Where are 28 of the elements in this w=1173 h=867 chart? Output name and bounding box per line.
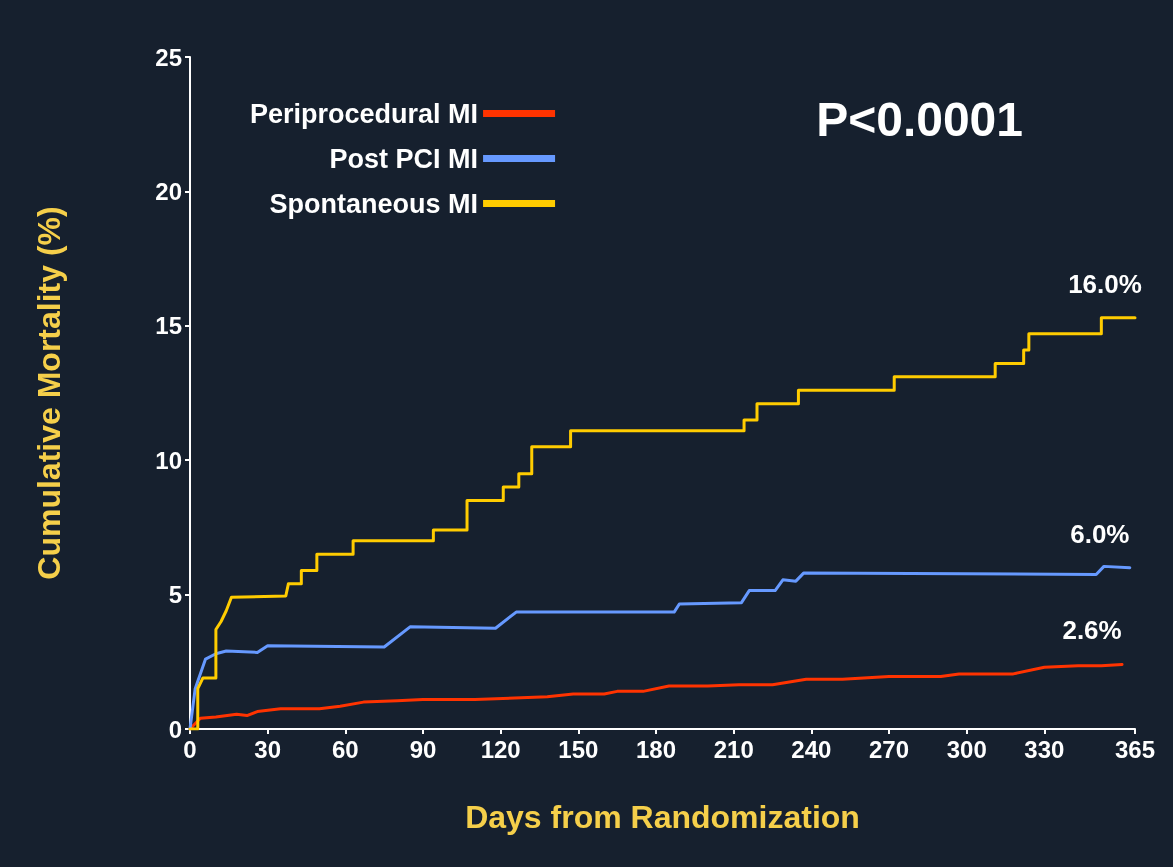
legend-label: Spontaneous MI <box>269 188 479 219</box>
annotation: 16.0% <box>1068 268 1142 299</box>
annotation: 6.0% <box>1070 518 1130 549</box>
y-tick-label: 20 <box>155 177 182 205</box>
legend-label: Post PCI MI <box>329 143 479 174</box>
x-tick-label: 270 <box>869 735 910 763</box>
y-tick-label: 10 <box>155 446 182 474</box>
x-tick-label: 330 <box>1024 735 1065 763</box>
y-tick-label: 0 <box>168 715 182 743</box>
x-tick-label: 300 <box>946 735 987 763</box>
x-tick-label: 210 <box>713 735 754 763</box>
x-tick-label: 365 <box>1114 735 1156 763</box>
legend-label: Periprocedural MI <box>249 98 479 129</box>
x-tick-label: 90 <box>409 735 437 763</box>
x-tick-label: 120 <box>480 735 521 763</box>
x-tick-label: 240 <box>791 735 832 763</box>
x-axis-title: Days from Randomization <box>465 799 860 835</box>
x-tick-label: 150 <box>558 735 599 763</box>
x-tick-label: 180 <box>636 735 677 763</box>
annotation: 2.6% <box>1062 615 1122 646</box>
y-tick-label: 15 <box>155 312 182 340</box>
x-tick-label: 60 <box>331 735 359 763</box>
y-tick-label: 25 <box>155 43 182 71</box>
y-tick-label: 5 <box>168 581 182 609</box>
line-series <box>188 564 1132 731</box>
y-axis-title: Cumulative Mortality (%) <box>31 206 67 580</box>
x-tick-label: 30 <box>254 735 282 763</box>
annotation: P<0.0001 <box>816 92 1023 146</box>
